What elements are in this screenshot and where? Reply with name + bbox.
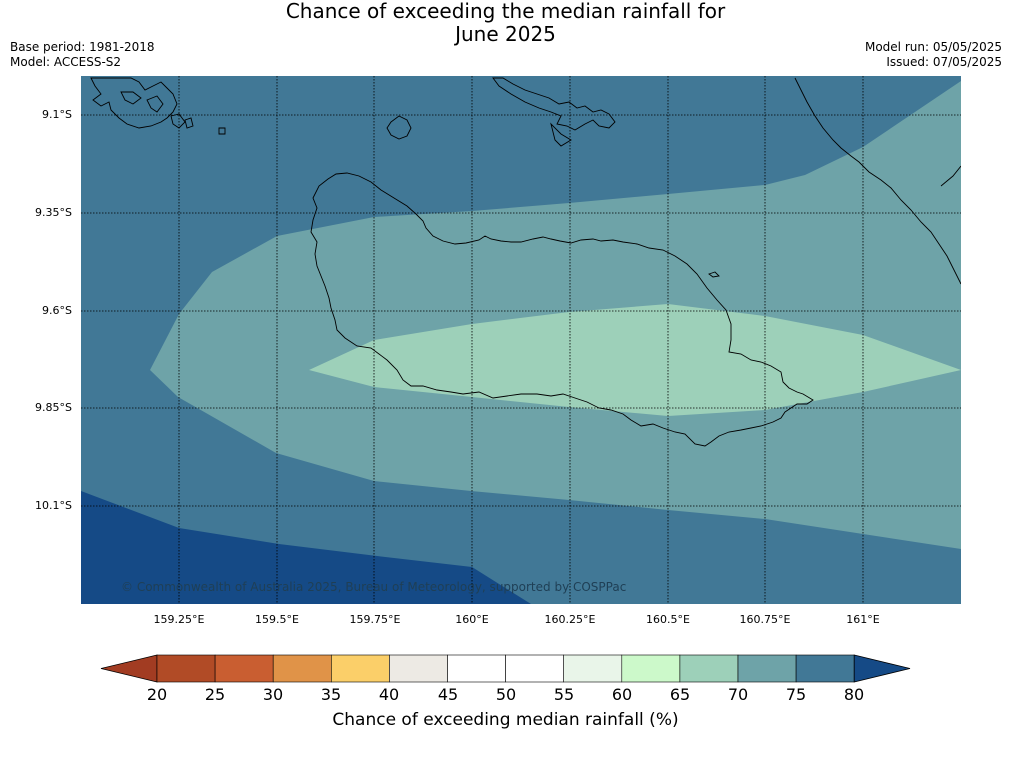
colorbar-cell <box>563 654 623 683</box>
base-period-text: Base period: 1981-2018 <box>10 40 155 54</box>
colorbar-cell <box>389 654 448 683</box>
lon-tick-6: 160.5°E <box>646 613 690 626</box>
lon-tick-3: 159.75°E <box>349 613 401 626</box>
map-title: Chance of exceeding the median rainfall … <box>0 0 1011 46</box>
coastlines <box>90 77 961 447</box>
band-above-80 <box>81 491 531 604</box>
colorbar-cell <box>447 654 506 683</box>
cbar-tick-80: 80 <box>843 685 865 704</box>
colorbar <box>100 654 911 683</box>
issued-text: Issued: 07/05/2025 <box>886 55 1002 69</box>
lon-tick-8: 161°E <box>846 613 880 626</box>
title-line-1: Chance of exceeding the median rainfall … <box>285 0 726 23</box>
colorbar-cell <box>679 654 739 683</box>
colorbar-cell <box>505 654 565 683</box>
colorbar-extend-high <box>853 654 911 683</box>
band-70-75 <box>150 76 961 549</box>
cbar-tick-65: 65 <box>669 685 691 704</box>
main-island-coast <box>310 172 814 447</box>
cbar-tick-30: 30 <box>262 685 284 704</box>
nw-islands <box>90 77 226 135</box>
colorbar-cell <box>621 654 681 683</box>
cbar-tick-25: 25 <box>204 685 226 704</box>
lon-tick-1: 159.25°E <box>153 613 205 626</box>
islet-east <box>708 271 720 278</box>
colorbar-cell <box>156 654 216 683</box>
cbar-tick-40: 40 <box>378 685 400 704</box>
cbar-tick-60: 60 <box>611 685 633 704</box>
colorbar-cell <box>795 654 855 683</box>
cbar-tick-75: 75 <box>785 685 807 704</box>
model-text: Model: ACCESS-S2 <box>10 55 122 69</box>
colorbar-cell <box>272 654 332 683</box>
colorbar-cell <box>737 654 797 683</box>
savo-island <box>386 115 412 140</box>
gridlines <box>81 76 961 604</box>
florida-islands <box>492 77 616 147</box>
lon-tick-2: 159.5°E <box>255 613 299 626</box>
cbar-tick-35: 35 <box>320 685 342 704</box>
lat-tick-3: 9.6°S <box>42 304 72 317</box>
meta-left: Base period: 1981-2018 Model: ACCESS-S2 <box>10 40 155 70</box>
colorbar-cell <box>214 654 274 683</box>
lon-tick-5: 160.25°E <box>544 613 596 626</box>
colorbar-extend-low <box>100 654 158 683</box>
malaita-coast <box>794 77 961 285</box>
title-line-2: June 2025 <box>455 22 556 46</box>
colorbar-cell <box>330 654 390 683</box>
lon-tick-4: 160°E <box>455 613 489 626</box>
copyright-text: © Commonwealth of Australia 2025, Bureau… <box>121 580 626 594</box>
cbar-tick-55: 55 <box>553 685 575 704</box>
meta-right: Model run: 05/05/2025 Issued: 07/05/2025 <box>865 40 1002 70</box>
cbar-tick-20: 20 <box>146 685 168 704</box>
cbar-tick-70: 70 <box>727 685 749 704</box>
cbar-tick-50: 50 <box>495 685 517 704</box>
lat-tick-2: 9.35°S <box>35 206 72 219</box>
lat-tick-4: 9.85°S <box>35 401 72 414</box>
lat-tick-5: 10.1°S <box>35 499 72 512</box>
model-run-text: Model run: 05/05/2025 <box>864 40 1002 54</box>
malaita-coast-2 <box>940 165 961 187</box>
lon-tick-7: 160.75°E <box>739 613 791 626</box>
colorbar-label: Chance of exceeding median rainfall (%) <box>332 710 679 730</box>
lat-tick-1: 9.1°S <box>42 108 72 121</box>
rainfall-map: © Commonwealth of Australia 2025, Bureau… <box>81 76 961 604</box>
cbar-tick-45: 45 <box>437 685 459 704</box>
